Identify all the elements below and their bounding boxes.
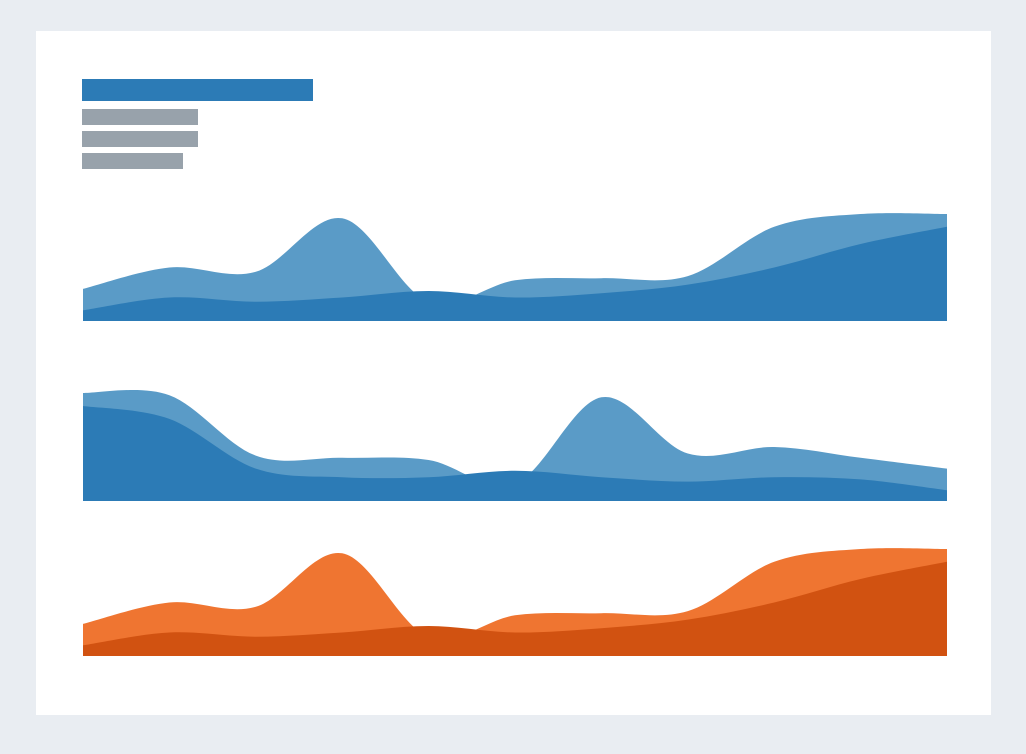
area-chart-bottom [83, 548, 947, 656]
subtitle-placeholder-bar-1 [82, 109, 198, 125]
charts-canvas [83, 213, 947, 656]
area-chart-top [83, 213, 947, 321]
subtitle-placeholder-bar-3 [82, 153, 183, 169]
area-series-front [83, 561, 947, 656]
area-series-back [83, 389, 947, 501]
area-series-front [83, 226, 947, 321]
chart-card [36, 31, 991, 715]
subtitle-placeholder-bar-2 [82, 131, 198, 147]
area-chart-middle [83, 389, 947, 501]
title-placeholder-bar [82, 79, 313, 101]
area-series-front [83, 406, 947, 501]
